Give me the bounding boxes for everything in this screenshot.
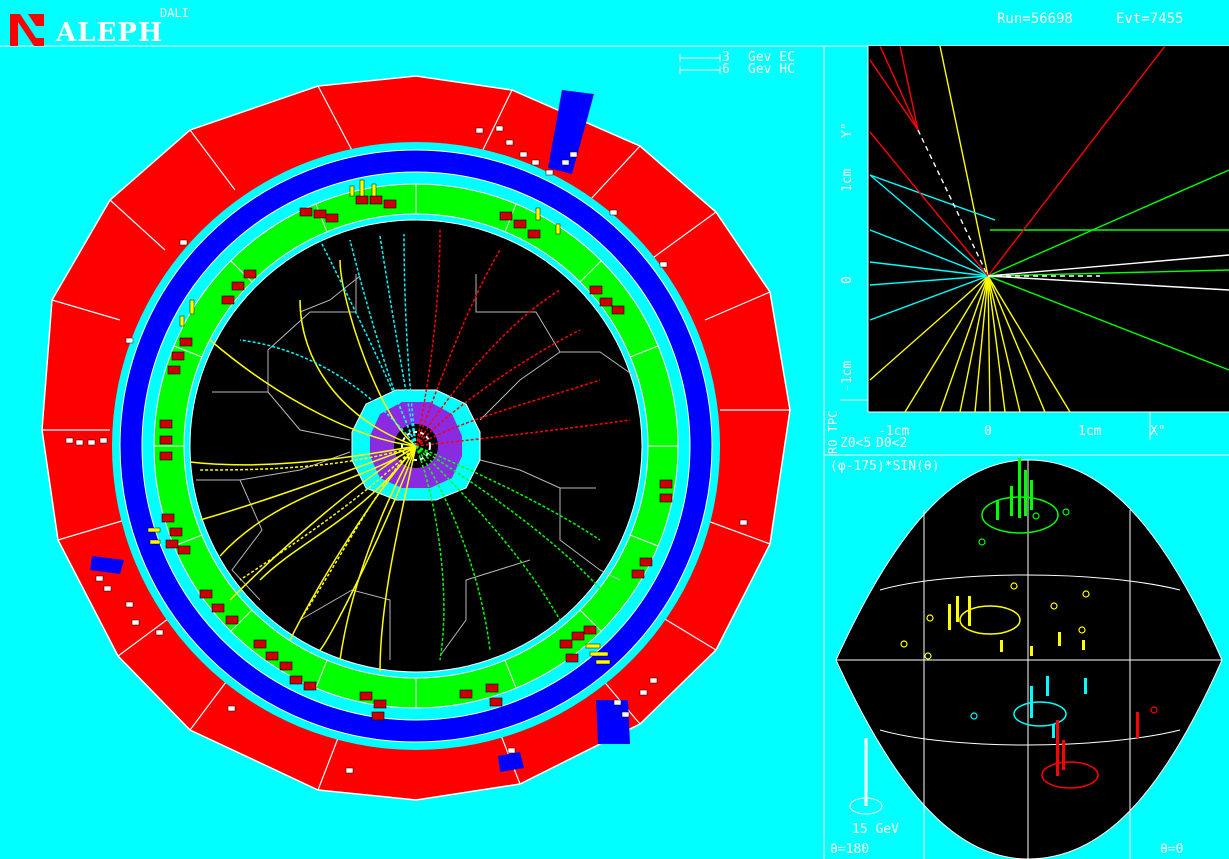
- muon-chamber-hits: [65, 125, 748, 774]
- jet-cluster-green: [981, 458, 1059, 534]
- vertex-y-axis-label: Y": [840, 122, 855, 138]
- projection-grid: [836, 460, 1222, 859]
- vertex-cut-z0: Z0<5: [840, 436, 872, 451]
- ecal-module-dividers: [154, 184, 678, 708]
- experiment-title: ALEPH: [56, 18, 164, 48]
- hc-scale-unit: Gev HC: [748, 62, 795, 77]
- hc-scale-value: 6: [722, 62, 730, 77]
- theta-180-label: θ=180: [830, 842, 870, 857]
- aleph-logo-icon: [10, 14, 44, 46]
- vertex-cut-d0: D0<2: [876, 436, 908, 451]
- vertex-y-tick-pos: 1cm: [840, 168, 855, 192]
- ec-scale-value: 3: [722, 50, 730, 65]
- tracks-yellow-dotted: [199, 445, 417, 621]
- energy-scale-bars: [679, 54, 721, 74]
- tracks-yellow: [189, 259, 417, 673]
- vertex-y-tick-neg: -1cm: [840, 360, 855, 392]
- vertex-tracks: [869, 45, 1229, 413]
- projection-view[interactable]: [835, 458, 1223, 859]
- program-name: DALI: [160, 6, 189, 20]
- run-number: Run=56698: [997, 11, 1073, 27]
- jet-cluster-cyan: [1013, 676, 1087, 738]
- jet-cluster-yellow: [948, 596, 1085, 656]
- vertex-view-canvas: [868, 46, 1229, 412]
- vertex-x-tick-zero: 0: [984, 424, 992, 439]
- ec-scale-unit: Gev EC: [748, 50, 795, 65]
- energy-scale-marker: [849, 738, 883, 815]
- vertex-y-tick-zero: 0: [840, 276, 855, 284]
- jet-cluster-red: [1041, 712, 1139, 789]
- projection-markers: [900, 508, 1158, 720]
- rphi-view[interactable]: [41, 75, 791, 801]
- tracks-cyan: [239, 233, 417, 447]
- event-number: Evt=7455: [1116, 11, 1184, 27]
- ecal-energy-bars: [147, 179, 611, 665]
- vertex-x-tick-neg: -1cm: [878, 424, 910, 439]
- vertex-detector-label: RO TPC: [826, 410, 840, 454]
- vertex-view[interactable]: [840, 45, 1229, 440]
- tpc-sector-lines: [196, 274, 641, 660]
- tracks-red: [415, 229, 631, 447]
- tracks-green: [415, 445, 611, 661]
- vertex-x-tick-pos: 1cm: [1078, 424, 1102, 439]
- ecal-clusters: [159, 195, 673, 721]
- vertex-x-axis-label: X": [1150, 424, 1166, 439]
- vdet-ladders: [401, 431, 431, 461]
- theta-0-label: θ=0: [1160, 842, 1184, 857]
- hcal-towers: [90, 90, 630, 772]
- projection-title: (φ-175)*SIN(θ): [830, 459, 940, 474]
- projection-energy-scale: 15 GeV: [852, 822, 899, 837]
